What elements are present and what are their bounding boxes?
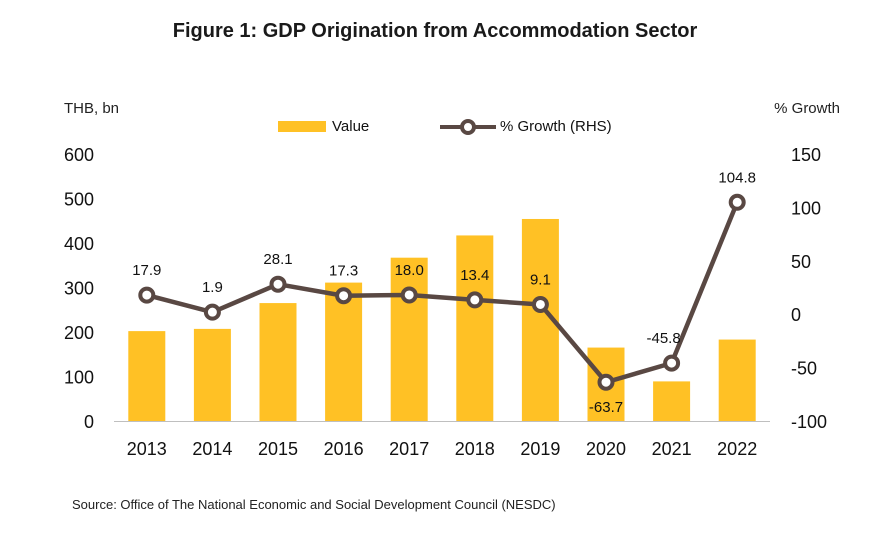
growth-point-2022 xyxy=(728,193,746,211)
x-tick-label: 2013 xyxy=(127,439,167,459)
legend-item-value: Value xyxy=(278,118,369,135)
x-tick-label: 2016 xyxy=(324,439,364,459)
growth-line xyxy=(146,201,740,385)
growth-point-2021 xyxy=(663,354,681,372)
growth-data-label: 1.9 xyxy=(202,279,223,296)
growth-data-label: 104.8 xyxy=(718,169,756,186)
growth-point-2015 xyxy=(269,275,287,293)
x-tick-label: 2018 xyxy=(455,439,495,459)
y-left-tick-label: 100 xyxy=(64,368,94,388)
bar-2013 xyxy=(128,331,166,421)
growth-point-2019 xyxy=(531,295,549,313)
y-left-tick-label: 400 xyxy=(64,234,94,254)
bar-2014 xyxy=(193,328,231,421)
bar-2022 xyxy=(718,339,756,421)
y-left-tick-label: 600 xyxy=(64,145,94,165)
x-tick-label: 2020 xyxy=(586,439,626,459)
growth-data-label: 28.1 xyxy=(263,251,292,268)
bar-2018 xyxy=(456,235,494,421)
left-axis-unit: THB, bn xyxy=(64,100,120,117)
x-tick-label: 2017 xyxy=(389,439,429,459)
growth-data-label: 13.4 xyxy=(460,267,489,284)
growth-point-2016 xyxy=(335,287,353,305)
bar-2017 xyxy=(390,257,428,421)
source-note: Source: Office of The National Economic … xyxy=(72,497,556,512)
growth-point-2018 xyxy=(466,291,484,309)
y-right-tick-label: 50 xyxy=(791,252,811,272)
y-right-tick-label: -50 xyxy=(791,359,817,379)
x-tick-label: 2022 xyxy=(717,439,757,459)
y-left-tick-label: 500 xyxy=(64,190,94,210)
growth-data-label: 18.0 xyxy=(395,262,424,279)
growth-data-label: 9.1 xyxy=(530,271,551,288)
y-left-tick-label: 0 xyxy=(84,412,94,432)
x-tick-label: 2021 xyxy=(652,439,692,459)
y-right-tick-label: 0 xyxy=(791,305,801,325)
right-axis-unit: % Growth xyxy=(774,100,840,117)
legend-swatch-line xyxy=(440,118,496,135)
y-right-tick-label: 100 xyxy=(791,198,821,218)
growth-point-2017 xyxy=(400,286,418,304)
x-tick-label: 2015 xyxy=(258,439,298,459)
growth-data-label: -63.7 xyxy=(589,399,623,416)
legend-swatch-bar xyxy=(278,121,326,132)
growth-point-2013 xyxy=(138,286,156,304)
y-left-tick-label: 200 xyxy=(64,323,94,343)
chart-title: Figure 1: GDP Origination from Accommoda… xyxy=(172,20,698,42)
growth-data-label: 17.9 xyxy=(132,262,161,279)
legend-item-growth: % Growth (RHS) xyxy=(440,118,612,135)
y-right-tick-label: -100 xyxy=(791,412,827,432)
legend-label-value: Value xyxy=(332,118,370,135)
legend-label-growth: % Growth (RHS) xyxy=(500,118,612,135)
growth-data-label: -45.8 xyxy=(646,330,680,347)
y-right-tick-label: 150 xyxy=(791,145,821,165)
bar-2016 xyxy=(325,282,363,421)
bar-2021 xyxy=(653,381,691,421)
y-left-tick-label: 300 xyxy=(64,279,94,299)
bar-2015 xyxy=(259,303,297,421)
growth-data-label: 17.3 xyxy=(329,263,358,280)
growth-point-2014 xyxy=(203,303,221,321)
growth-point-2020 xyxy=(597,373,615,391)
x-tick-label: 2019 xyxy=(520,439,560,459)
x-tick-label: 2014 xyxy=(192,439,232,459)
